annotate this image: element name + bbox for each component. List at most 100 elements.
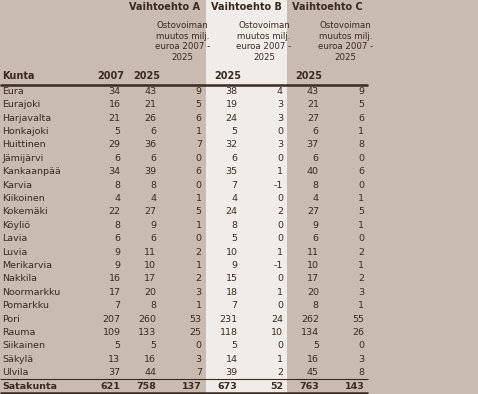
Text: 2: 2	[196, 275, 202, 283]
Text: 8: 8	[150, 181, 156, 190]
Text: Honkajoki: Honkajoki	[2, 127, 49, 136]
Text: Siikainen: Siikainen	[2, 342, 45, 350]
Text: 34: 34	[109, 87, 120, 96]
Text: 763: 763	[299, 382, 319, 390]
Text: 8: 8	[231, 221, 238, 230]
Text: 5: 5	[358, 208, 364, 216]
Text: Vaihtoehto C: Vaihtoehto C	[292, 2, 363, 13]
Text: 39: 39	[144, 167, 156, 176]
Text: 109: 109	[102, 328, 120, 337]
Text: 19: 19	[226, 100, 238, 109]
Text: Pori: Pori	[2, 315, 20, 323]
Text: 2: 2	[358, 275, 364, 283]
Text: 4: 4	[114, 194, 120, 203]
Text: 3: 3	[358, 355, 364, 364]
Text: Vaihtoehto A: Vaihtoehto A	[130, 2, 200, 13]
Text: 1: 1	[358, 261, 364, 270]
Text: 0: 0	[277, 154, 283, 163]
Text: 34: 34	[109, 167, 120, 176]
Text: 0: 0	[277, 234, 283, 243]
Text: 29: 29	[109, 141, 120, 149]
Text: 17: 17	[144, 275, 156, 283]
Text: 9: 9	[231, 261, 238, 270]
Text: 21: 21	[109, 114, 120, 123]
Text: 6: 6	[150, 127, 156, 136]
Text: 1: 1	[196, 194, 202, 203]
Text: 7: 7	[231, 301, 238, 310]
Text: 39: 39	[226, 368, 238, 377]
Text: 134: 134	[301, 328, 319, 337]
Text: 3: 3	[196, 355, 202, 364]
Text: 13: 13	[109, 355, 120, 364]
Text: 14: 14	[226, 355, 238, 364]
Text: 9: 9	[114, 261, 120, 270]
Text: 36: 36	[144, 141, 156, 149]
Text: 5: 5	[196, 208, 202, 216]
Text: 6: 6	[114, 234, 120, 243]
Text: 43: 43	[307, 87, 319, 96]
Text: 22: 22	[109, 208, 120, 216]
Text: 0: 0	[277, 194, 283, 203]
Text: 0: 0	[277, 301, 283, 310]
Text: 5: 5	[114, 127, 120, 136]
Text: Jämijärvi: Jämijärvi	[2, 154, 43, 163]
Text: 17: 17	[109, 288, 120, 297]
Text: 6: 6	[231, 154, 238, 163]
Text: Eurajoki: Eurajoki	[2, 100, 41, 109]
Text: Rauma: Rauma	[2, 328, 36, 337]
Text: 207: 207	[102, 315, 120, 323]
Text: -1: -1	[273, 181, 283, 190]
Text: 15: 15	[226, 275, 238, 283]
Text: 17: 17	[307, 275, 319, 283]
Text: Luvia: Luvia	[2, 248, 28, 256]
Bar	[206, 0, 287, 394]
Text: 0: 0	[358, 234, 364, 243]
Text: 0: 0	[277, 127, 283, 136]
Text: 43: 43	[144, 87, 156, 96]
Text: Huittinen: Huittinen	[2, 141, 46, 149]
Text: 4: 4	[277, 87, 283, 96]
Text: 27: 27	[307, 208, 319, 216]
Text: 1: 1	[358, 301, 364, 310]
Text: 0: 0	[196, 234, 202, 243]
Text: 45: 45	[307, 368, 319, 377]
Text: Kiikoinen: Kiikoinen	[2, 194, 45, 203]
Text: 1: 1	[196, 261, 202, 270]
Text: 55: 55	[352, 315, 364, 323]
Text: 3: 3	[277, 114, 283, 123]
Text: 6: 6	[313, 234, 319, 243]
Text: 8: 8	[358, 368, 364, 377]
Text: 7: 7	[196, 368, 202, 377]
Text: Ostovoiman
muutos milj.
euroa 2007 -
2025: Ostovoiman muutos milj. euroa 2007 - 202…	[155, 21, 210, 62]
Text: 3: 3	[277, 100, 283, 109]
Text: 27: 27	[144, 208, 156, 216]
Text: 37: 37	[307, 141, 319, 149]
Text: 2025: 2025	[215, 71, 241, 82]
Text: 21: 21	[307, 100, 319, 109]
Text: 9: 9	[150, 221, 156, 230]
Text: 6: 6	[358, 167, 364, 176]
Text: 10: 10	[307, 261, 319, 270]
Text: 1: 1	[277, 248, 283, 256]
Text: 0: 0	[277, 221, 283, 230]
Text: 3: 3	[196, 288, 202, 297]
Text: 38: 38	[226, 87, 238, 96]
Text: 9: 9	[313, 221, 319, 230]
Text: 7: 7	[114, 301, 120, 310]
Text: 4: 4	[150, 194, 156, 203]
Text: 7: 7	[231, 181, 238, 190]
Text: 621: 621	[100, 382, 120, 390]
Text: 8: 8	[313, 181, 319, 190]
Text: 0: 0	[196, 342, 202, 350]
Text: 5: 5	[231, 127, 238, 136]
Text: Pomarkku: Pomarkku	[2, 301, 49, 310]
Text: 2025: 2025	[133, 71, 160, 82]
Text: 6: 6	[114, 154, 120, 163]
Text: 6: 6	[313, 127, 319, 136]
Text: 32: 32	[226, 141, 238, 149]
Text: 0: 0	[358, 154, 364, 163]
Text: 137: 137	[182, 382, 202, 390]
Text: Kokemäki: Kokemäki	[2, 208, 48, 216]
Text: 2007: 2007	[98, 71, 124, 82]
Text: 1: 1	[358, 221, 364, 230]
